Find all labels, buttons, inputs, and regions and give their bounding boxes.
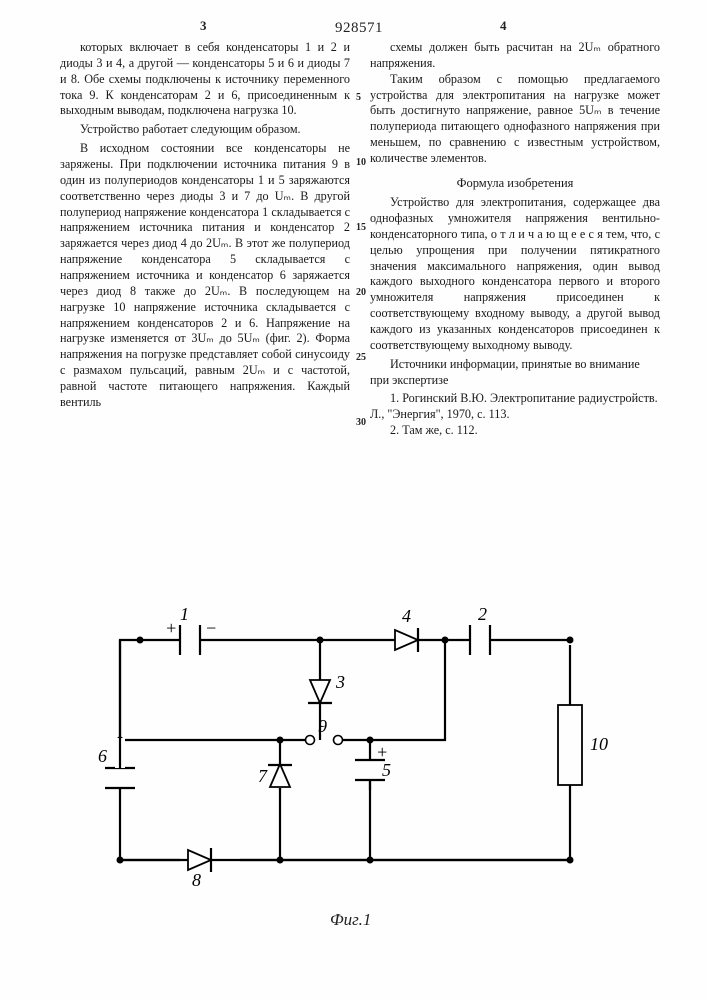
figure-caption: Фиг.1	[330, 910, 371, 930]
label-6: 6	[98, 746, 107, 766]
line-num: 25	[356, 352, 366, 363]
ref-item: 1. Рогинский В.Ю. Электропитание радиуст…	[370, 391, 660, 423]
patent-number: 928571	[335, 20, 383, 37]
page-num-right: 4	[500, 18, 507, 34]
label-4: 4	[402, 606, 411, 626]
line-num: 10	[356, 157, 366, 168]
svg-text:+: +	[165, 618, 177, 638]
label-2: 2	[478, 604, 487, 624]
right-column: схемы должен быть расчитан на 2Uₘ обратн…	[370, 40, 660, 439]
body-text: Устройство для электропитания, содержаще…	[370, 195, 660, 354]
body-text: Таким образом с помощью предлагаемого ус…	[370, 72, 660, 167]
line-num: 15	[356, 222, 366, 233]
label-8: 8	[192, 870, 201, 890]
circuit-svg: + −	[80, 590, 640, 930]
ref-item: 2. Там же, с. 112.	[370, 423, 660, 439]
line-num: 5	[356, 92, 361, 103]
body-text: которых включает в себя конденсаторы 1 и…	[60, 40, 350, 119]
label-3: 3	[335, 672, 345, 692]
circuit-figure: + −	[80, 590, 640, 970]
label-1: 1	[180, 604, 189, 624]
body-text: В исходном состоянии все конденсаторы не…	[60, 141, 350, 411]
label-5: 5	[382, 760, 391, 780]
page-num-left: 3	[200, 18, 207, 34]
line-num: 20	[356, 287, 366, 298]
svg-text:−: −	[205, 618, 217, 638]
label-7: 7	[258, 766, 268, 786]
label-10: 10	[590, 734, 608, 754]
line-num: 30	[356, 417, 366, 428]
label-9: 9	[318, 716, 327, 736]
body-text: схемы должен быть расчитан на 2Uₘ обратн…	[370, 40, 660, 72]
body-text: Устройство работает следующим образом.	[60, 122, 350, 138]
left-column: которых включает в себя конденсаторы 1 и…	[60, 40, 350, 414]
refs-title: Источники информации, принятые во вниман…	[370, 357, 660, 389]
svg-text:+: +	[376, 742, 388, 762]
formula-title: Формула изобретения	[370, 175, 660, 191]
